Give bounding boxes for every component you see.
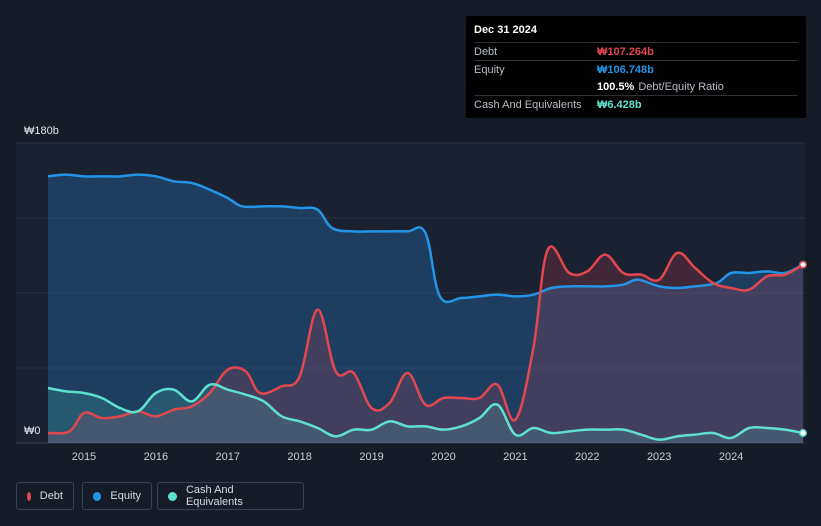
- y-axis-top-label: ₩180b: [24, 125, 59, 137]
- tooltip-cash-value: ₩6.428b: [597, 98, 642, 111]
- debt-dot-icon: [27, 491, 31, 501]
- debt-end-marker: [799, 260, 807, 269]
- equity-dot-icon: [93, 491, 102, 501]
- x-tick-label: 2018: [287, 451, 311, 463]
- tooltip-cash-row: Cash And Equivalents ₩6.428b: [474, 95, 798, 113]
- legend-debt-label: Debt: [39, 490, 63, 502]
- cash-line: [47, 382, 804, 441]
- tooltip-equity-label: Equity: [474, 63, 505, 76]
- legend-equity-button[interactable]: Equity: [82, 482, 152, 510]
- tooltip-equity-row: Equity ₩106.748b: [474, 60, 798, 78]
- tooltip-ratio-value: 100.5%: [597, 80, 635, 93]
- tooltip-cash-label: Cash And Equivalents: [474, 98, 582, 111]
- debt-line: [47, 245, 804, 435]
- tooltip-date: Dec 31 2024: [474, 24, 537, 36]
- x-tick-label: 2021: [503, 451, 527, 463]
- x-tick-label: 2015: [72, 451, 96, 463]
- x-tick-label: 2020: [431, 451, 455, 463]
- x-tick-label: 2022: [575, 451, 599, 463]
- legend-cash-label: Cash And Equivalents: [185, 484, 243, 508]
- cash-dot-icon: [168, 491, 177, 501]
- y-axis-zero-label: ₩0: [24, 425, 41, 437]
- x-tick-label: 2024: [719, 451, 743, 463]
- tooltip-debt-label: Debt: [474, 45, 498, 58]
- tooltip-equity-value: ₩106.748b: [597, 63, 654, 76]
- x-tick-label: 2016: [144, 451, 168, 463]
- legend-cash-button[interactable]: Cash And Equivalents: [157, 482, 304, 510]
- legend-debt-button[interactable]: Debt: [16, 482, 74, 510]
- cash-end-marker: [799, 429, 807, 437]
- tooltip-panel: Dec 31 2024 Debt ₩107.264b Equity ₩106.7…: [466, 16, 806, 118]
- cash-area: [48, 384, 803, 443]
- tooltip-debt-value: ₩107.264b: [597, 45, 654, 58]
- x-tick-label: 2017: [216, 451, 240, 463]
- equity-area: [48, 174, 803, 443]
- legend-equity-label: Equity: [110, 490, 141, 502]
- x-tick-label: 2019: [359, 451, 383, 463]
- tooltip-ratio-row: 100.5% Debt/Equity Ratio: [474, 78, 798, 95]
- x-tick-label: 2023: [647, 451, 671, 463]
- equity-line: [47, 173, 804, 304]
- tooltip-debt-row: Debt ₩107.264b: [474, 42, 798, 60]
- debt-area: [48, 246, 803, 443]
- tooltip-ratio-label: Debt/Equity Ratio: [638, 80, 724, 93]
